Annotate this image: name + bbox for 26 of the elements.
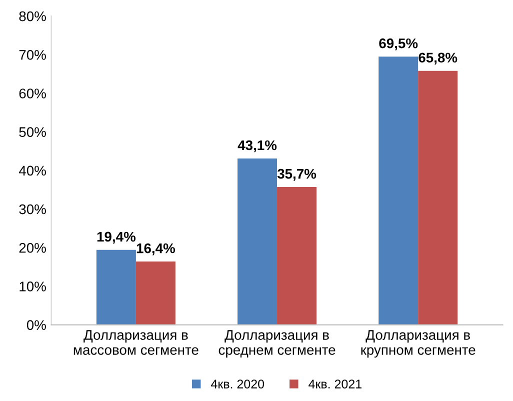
x-tick-label: Долларизация в крупном сегменте — [361, 330, 476, 358]
x-tick-label: Долларизация в массовом сегменте — [74, 330, 198, 355]
y-tick-label: 70% — [19, 50, 46, 60]
x-tick-label: Долларизация в среднем сегменте — [218, 330, 336, 358]
data-label: 69,5% — [379, 38, 418, 50]
data-label: 19,4% — [97, 232, 136, 244]
legend-label: 4кв. 2021 — [308, 380, 362, 388]
y-tick-label: 40% — [18, 166, 46, 176]
y-tick-label: 20% — [19, 242, 46, 253]
y-tick-label: 0% — [26, 320, 46, 330]
data-label: 16,4% — [136, 243, 176, 256]
y-tick-label: 60% — [19, 88, 46, 98]
bar — [238, 158, 278, 325]
y-tick-label: 80% — [19, 11, 46, 22]
y-tick-label: 30% — [19, 204, 46, 214]
bar — [378, 56, 418, 325]
y-tick-label: 50% — [19, 127, 46, 137]
bar — [136, 262, 176, 325]
data-label: 43,1% — [238, 140, 277, 152]
bar — [277, 187, 317, 325]
data-label: 65,8% — [418, 52, 458, 65]
data-label: 35,7% — [277, 168, 316, 181]
bar — [96, 250, 136, 325]
legend-label: 4кв. 2020 — [210, 380, 264, 388]
y-tick-label: 10% — [20, 282, 46, 292]
bar — [418, 70, 458, 325]
